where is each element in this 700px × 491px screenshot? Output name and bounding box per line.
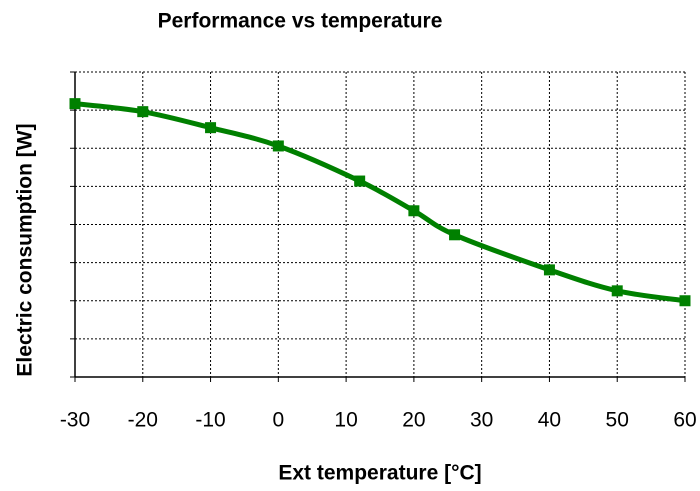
data-point [611, 285, 623, 297]
x-tick-label: 10 [334, 409, 357, 432]
data-point [272, 140, 284, 152]
chart-title: Performance vs temperature [158, 10, 443, 33]
x-tick-label: 0 [272, 409, 284, 432]
data-point [543, 264, 555, 276]
data-point [449, 229, 461, 241]
x-tick-label: 30 [470, 409, 493, 432]
x-tick-label: 60 [673, 409, 696, 432]
data-line [74, 101, 686, 304]
data-point [205, 122, 217, 134]
x-tick-label: -10 [195, 409, 225, 432]
data-point [137, 106, 149, 118]
x-tick-label: -20 [128, 409, 158, 432]
data-point [354, 175, 366, 187]
x-axis-label: Ext temperature [°C] [278, 462, 481, 485]
data-point [408, 205, 420, 217]
y-axis-label: Electric consumption [W] [14, 123, 37, 376]
x-tick-label: 40 [538, 409, 561, 432]
x-tick-label: -30 [60, 409, 90, 432]
data-point [679, 295, 691, 307]
x-tick-label: 50 [606, 409, 629, 432]
x-tick-label: 20 [402, 409, 425, 432]
data-point [69, 98, 81, 110]
